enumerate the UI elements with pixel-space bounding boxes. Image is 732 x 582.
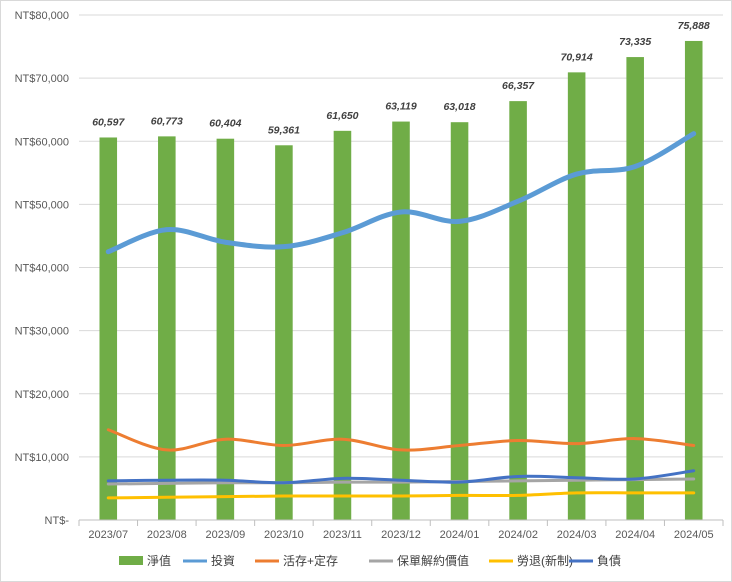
x-tick-label: 2023/11	[323, 529, 362, 541]
line-savings	[106, 428, 696, 452]
x-tick-label: 2023/08	[147, 529, 187, 541]
y-tick-label: NT$60,000	[15, 136, 69, 148]
line-investment	[105, 131, 697, 255]
legend-insurance: 保單解約價值	[397, 553, 469, 568]
x-tick-label: 2023/10	[264, 529, 304, 541]
data-labels: 60,597 60,773 60,404 59,361 61,650 63,119 63,0…	[92, 20, 710, 136]
bar-data-label: 61,650	[326, 110, 358, 122]
bar-net-worth	[567, 72, 586, 520]
x-tick-label: 2024/03	[557, 529, 597, 541]
line-pension	[106, 491, 696, 500]
bar-data-label: 63,018	[443, 101, 475, 113]
bar-data-label: 70,914	[561, 51, 593, 63]
line-insurance	[106, 477, 696, 486]
y-tick-label: NT$40,000	[15, 263, 69, 275]
y-tick-label: NT$10,000	[15, 452, 69, 464]
legend: 淨值 投資 活存+定存 保單解約價值 勞退(新制) 負債	[119, 553, 621, 568]
bar-net-worth	[275, 145, 293, 520]
bar-net-worth	[99, 137, 118, 520]
y-tick-label: NT$70,000	[15, 73, 69, 85]
bar-data-label: 60,773	[151, 115, 183, 127]
x-tick-label: 2023/09	[205, 529, 245, 541]
legend-investment: 投資	[211, 553, 235, 568]
bar-net-worth	[626, 57, 644, 520]
x-tick-label: 2024/01	[440, 529, 480, 541]
y-tick-label: NT$80,000	[15, 10, 69, 22]
y-tick-label: NT$30,000	[15, 326, 69, 338]
legend-swatch	[119, 556, 143, 565]
bar-net-worth	[450, 122, 469, 520]
legend-pension: 勞退(新制)	[517, 553, 573, 568]
bar-net-worth	[392, 121, 410, 520]
bar-data-label: 73,335	[619, 36, 651, 48]
y-tick-label: NT$20,000	[15, 389, 69, 401]
line-debt	[106, 469, 696, 485]
line-series	[105, 131, 697, 500]
x-tick-label: 2024/02	[498, 529, 538, 541]
x-tick-label: 2024/05	[674, 529, 714, 541]
bar-data-label: 60,597	[92, 116, 125, 128]
axes: NT$- NT$10,000 NT$20,000 NT$30,000 NT$40,000…	[15, 10, 724, 541]
bar-net-worth	[216, 138, 235, 520]
bar-data-label: 66,357	[502, 80, 535, 92]
x-tick-label: 2024/04	[615, 529, 655, 541]
legend-savings: 活存+定存	[283, 553, 338, 568]
legend-debt: 負債	[597, 553, 621, 568]
legend-net-worth: 淨值	[147, 553, 171, 568]
bar-data-label: 60,404	[209, 118, 241, 130]
y-tick-label: NT$-	[45, 515, 70, 527]
bar-data-label: 59,361	[268, 124, 300, 136]
bar-net-worth	[333, 130, 352, 520]
bar-net-worth	[509, 101, 527, 521]
x-tick-label: 2023/07	[88, 529, 128, 541]
bar-net-worth	[684, 40, 703, 520]
bar-net-worth	[158, 136, 176, 521]
bar-data-label: 75,888	[678, 20, 710, 32]
x-tick-label: 2023/12	[381, 529, 421, 541]
y-tick-label: NT$50,000	[15, 199, 69, 211]
bar-data-label: 63,119	[385, 101, 416, 113]
